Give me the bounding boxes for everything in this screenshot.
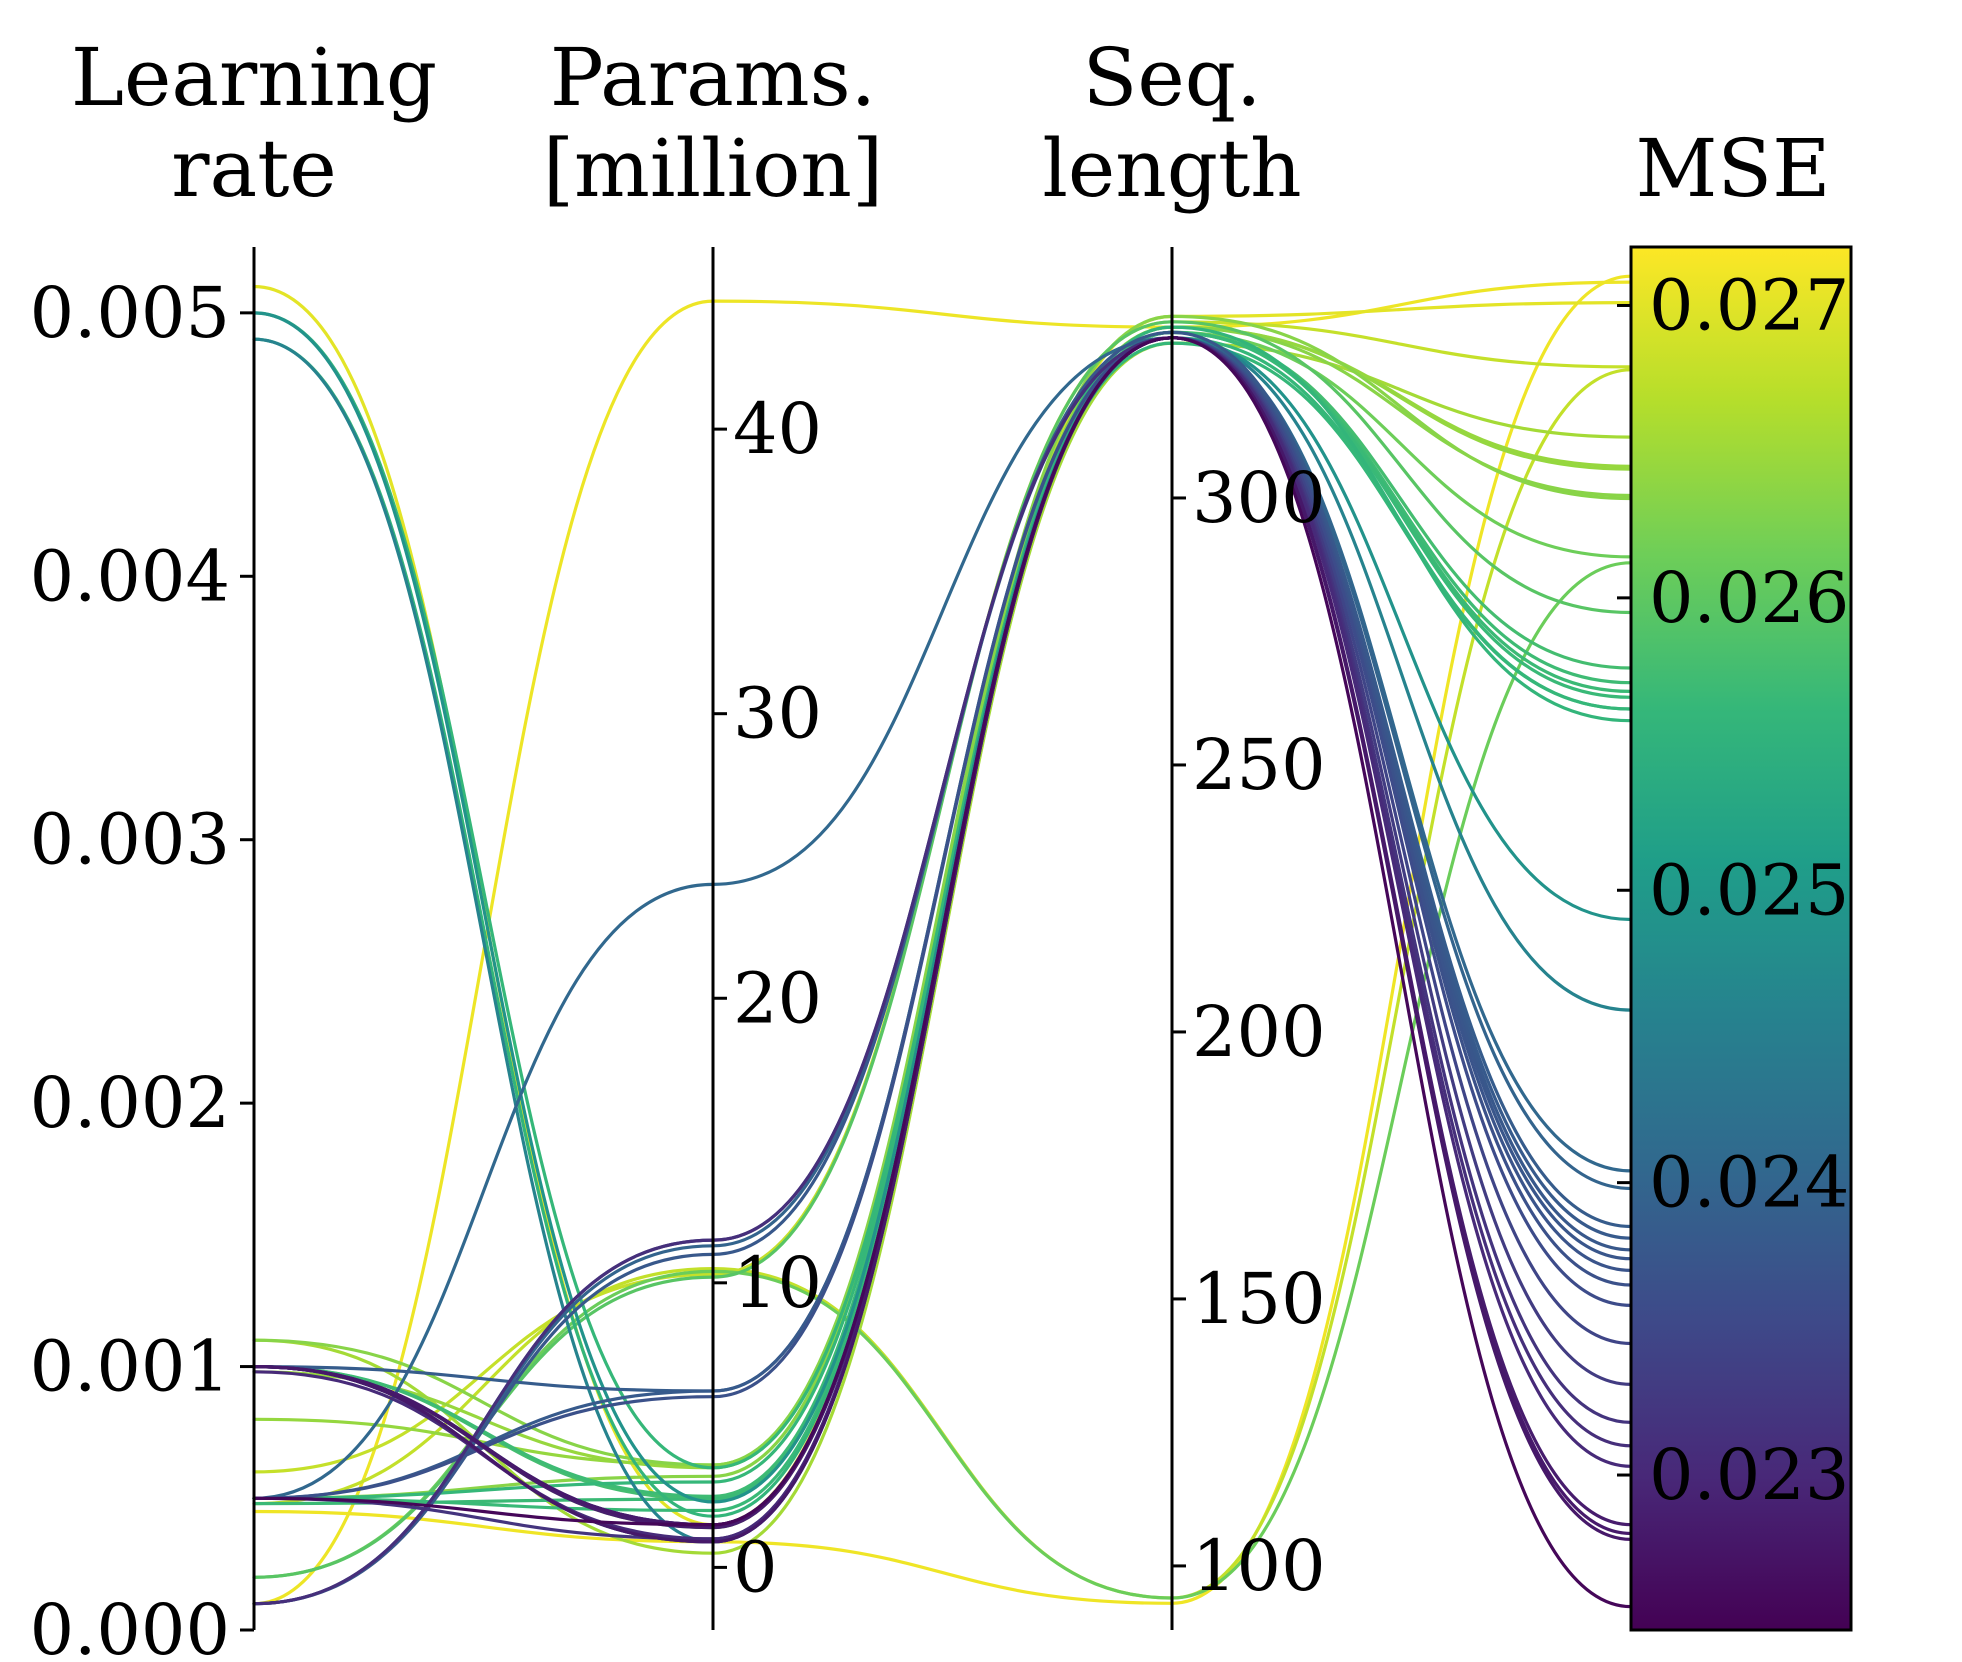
tick-label-mse: 0.023: [1649, 1434, 1849, 1516]
series-line-2: [252, 274, 1633, 1605]
tick-label-params: 10: [733, 1242, 822, 1324]
tick-label-lr: 0.002: [30, 1062, 230, 1144]
tick-label-params: 0: [733, 1526, 778, 1608]
tick-label-mse: 0.027: [1649, 264, 1849, 346]
tick-label-seq: 150: [1192, 1258, 1326, 1340]
axis-title-mse-1: MSE: [1635, 122, 1830, 215]
series-line-30: [252, 336, 1633, 1500]
axis-params: Params.[million] 0 10 20 30 40: [543, 31, 883, 1630]
tick-label-mse: 0.025: [1649, 849, 1849, 931]
series-line-23: [252, 336, 1633, 1500]
tick-label-lr: 0.004: [30, 535, 230, 617]
series-line-35: [252, 336, 1633, 1606]
tick-label-params: 40: [733, 388, 822, 470]
mse-colorbar: [1629, 245, 1853, 1632]
tick-label-mse: 0.024: [1649, 1142, 1849, 1224]
tick-label-params: 20: [733, 957, 822, 1039]
series-lines: [252, 274, 1633, 1609]
axis-seq: Seq.length 100 150 200 250 300: [1042, 31, 1326, 1630]
axis-title-seq-1: Seq.: [1083, 31, 1262, 124]
axis-title-lr-2: rate: [171, 122, 336, 215]
tick-label-lr: 0.001: [30, 1326, 230, 1408]
tick-label-seq: 200: [1192, 991, 1326, 1073]
tick-label-seq: 250: [1192, 724, 1326, 806]
series-line-19: [252, 311, 1633, 1470]
axis-title-params-1: Params.: [550, 31, 876, 124]
tick-label-lr: 0.003: [30, 799, 230, 881]
axis-title-lr-1: Learning: [71, 31, 437, 124]
tick-label-lr: 0.005: [30, 272, 230, 354]
tick-label-seq: 100: [1192, 1525, 1326, 1607]
series-line-21: [252, 311, 1633, 1504]
tick-label-params: 30: [733, 673, 822, 755]
axis-title-seq-2: length: [1042, 122, 1301, 215]
series-line-7: [252, 314, 1633, 1467]
series-line-40: [252, 336, 1633, 1609]
tick-label-lr: 0.000: [30, 1589, 230, 1662]
tick-label-mse: 0.026: [1649, 557, 1849, 639]
axis-mse: MSE 0.023 0.024 0.025 0.026 0.027: [1617, 122, 1849, 1516]
axis-title-params-2: [million]: [543, 122, 883, 215]
tick-label-seq: 300: [1192, 457, 1326, 539]
